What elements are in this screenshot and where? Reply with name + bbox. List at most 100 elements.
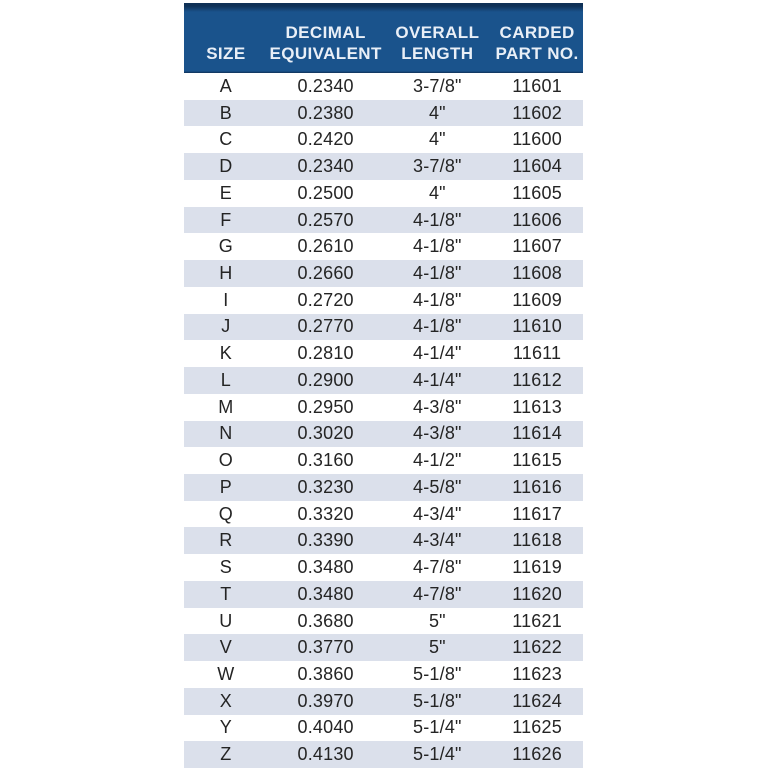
table-row-N: N 0.3020 4-3/8" 11614 <box>184 420 583 448</box>
table-row-U: U 0.3680 5" 11621 <box>184 607 583 635</box>
table-row-S: S 0.3480 4-7/8" 11619 <box>184 554 583 581</box>
cell-decimal: 0.3680 <box>297 610 354 631</box>
cell-decimal: 0.2610 <box>297 236 354 257</box>
cell-size: T <box>220 583 232 604</box>
table-row-T: T 0.3480 4-7/8" 11620 <box>184 580 583 608</box>
cell-part: 11617 <box>512 503 562 524</box>
table-row-M: M 0.2950 4-3/8" 11613 <box>184 393 583 421</box>
cell-length: 4-1/4" <box>413 369 462 390</box>
cell-size: F <box>220 209 232 230</box>
table-row-X: X 0.3970 5-1/8" 11624 <box>184 687 583 715</box>
cell-decimal: 0.4130 <box>297 744 354 765</box>
cell-length: 4-3/4" <box>413 503 462 524</box>
cell-length: 4-1/8" <box>413 236 462 257</box>
cell-length: 4-3/4" <box>413 530 462 551</box>
cell-decimal: 0.2500 <box>297 182 354 203</box>
table-row-Z: Z 0.4130 5-1/4" 11626 <box>184 741 583 768</box>
cell-part: 11625 <box>512 717 562 738</box>
cell-part: 11604 <box>512 156 562 177</box>
cell-part: 11623 <box>512 664 562 685</box>
cell-part: 11619 <box>512 557 562 578</box>
cell-size: W <box>217 664 235 685</box>
cell-size: S <box>219 557 232 578</box>
cell-length: 5-1/8" <box>413 690 462 711</box>
cell-decimal: 0.2720 <box>297 289 354 310</box>
cell-part: 11626 <box>512 744 562 765</box>
cell-size: V <box>219 637 232 658</box>
cell-size: L <box>220 369 231 390</box>
table-row-I: I 0.2720 4-1/8" 11609 <box>184 286 583 314</box>
cell-decimal: 0.2340 <box>297 156 354 177</box>
cell-part: 11601 <box>512 75 562 96</box>
column-header-line: EQUIVALENT <box>269 44 382 63</box>
cell-length: 4-3/8" <box>413 396 462 417</box>
cell-decimal: 0.2660 <box>297 263 354 283</box>
table-row-F: F 0.2570 4-1/8" 11606 <box>184 206 583 234</box>
cell-part: 11602 <box>512 102 562 123</box>
table-header-row: SIZE DECIMAL EQUIVALENT OVERALL LENGTH CARDED… <box>184 3 583 73</box>
table-row-W: W 0.3860 5-1/8" 11623 <box>184 661 583 688</box>
cell-part: 11600 <box>512 129 562 150</box>
cell-length: 4-1/8" <box>413 289 462 310</box>
cell-decimal: 0.4040 <box>297 717 354 738</box>
cell-size: R <box>219 530 233 551</box>
cell-decimal: 0.2900 <box>297 369 354 390</box>
cell-length: 4" <box>428 182 446 203</box>
cell-decimal: 0.2420 <box>297 129 354 150</box>
cell-decimal: 0.2340 <box>297 75 354 96</box>
cell-part: 11609 <box>512 289 562 310</box>
cell-part: 11612 <box>512 369 562 390</box>
cell-size: B <box>219 102 232 123</box>
cell-length: 3-7/8" <box>413 75 462 96</box>
cell-part: 11613 <box>512 396 562 417</box>
table-row-Y: Y 0.4040 5-1/4" 11625 <box>184 714 583 742</box>
cell-length: 5-1/8" <box>413 664 462 685</box>
cell-size: Y <box>219 717 232 738</box>
cell-part: 11616 <box>512 476 562 497</box>
cell-length: 4-1/8" <box>413 316 462 337</box>
cell-decimal: 0.3320 <box>297 503 354 524</box>
cell-decimal: 0.3390 <box>297 530 354 551</box>
cell-decimal: 0.3230 <box>297 476 354 497</box>
table-row-E: E 0.2500 4" 11605 <box>184 179 583 207</box>
cell-size: O <box>218 450 233 471</box>
cell-size: H <box>219 263 233 283</box>
table-row-V: V 0.3770 5" 11622 <box>184 634 583 662</box>
cell-size: G <box>218 236 233 257</box>
cell-size: Z <box>220 744 232 765</box>
cell-size: D <box>219 156 233 177</box>
cell-decimal: 0.3860 <box>297 664 354 685</box>
cell-size: P <box>219 476 232 497</box>
cell-size: M <box>218 396 234 417</box>
cell-length: 4-7/8" <box>413 557 462 578</box>
cell-part: 11607 <box>512 236 562 257</box>
cell-part: 11606 <box>512 209 562 230</box>
cell-part: 11621 <box>512 610 562 631</box>
column-header-line: OVERALL <box>395 23 480 42</box>
cell-part: 11611 <box>512 343 562 364</box>
column-header-line: LENGTH <box>401 44 474 63</box>
table-row-C: C 0.2420 4" 11600 <box>184 126 583 154</box>
column-header-line: DECIMAL <box>285 23 366 42</box>
table-row-P: P 0.3230 4-5/8" 11616 <box>184 474 583 501</box>
cell-length: 4" <box>428 102 446 123</box>
column-header-carded-part-no: CARDED PART NO. <box>491 3 583 73</box>
cell-part: 11624 <box>512 690 562 711</box>
cell-decimal: 0.3480 <box>297 583 354 604</box>
table-row-L: L 0.2900 4-1/4" 11612 <box>184 367 583 394</box>
column-header-overall-length: OVERALL LENGTH <box>383 3 491 73</box>
cell-length: 4" <box>428 129 446 150</box>
drill-size-table: SIZE DECIMAL EQUIVALENT OVERALL LENGTH CARDED… <box>184 3 583 768</box>
table-row-R: R 0.3390 4-3/4" 11618 <box>184 527 583 555</box>
cell-size: J <box>221 316 231 337</box>
column-header-line: CARDED <box>499 23 575 42</box>
cell-decimal: 0.3770 <box>297 637 354 658</box>
cell-size: K <box>219 343 232 364</box>
cell-size: U <box>219 610 233 631</box>
table-body: A 0.2340 3-7/8" 11601 B 0.2380 4" 11602 C 0.2420 4… <box>184 73 583 768</box>
cell-decimal: 0.2770 <box>297 316 354 337</box>
cell-size: C <box>219 129 233 150</box>
table-row-K: K 0.2810 4-1/4" 11611 <box>184 340 583 368</box>
cell-size: E <box>219 182 232 203</box>
